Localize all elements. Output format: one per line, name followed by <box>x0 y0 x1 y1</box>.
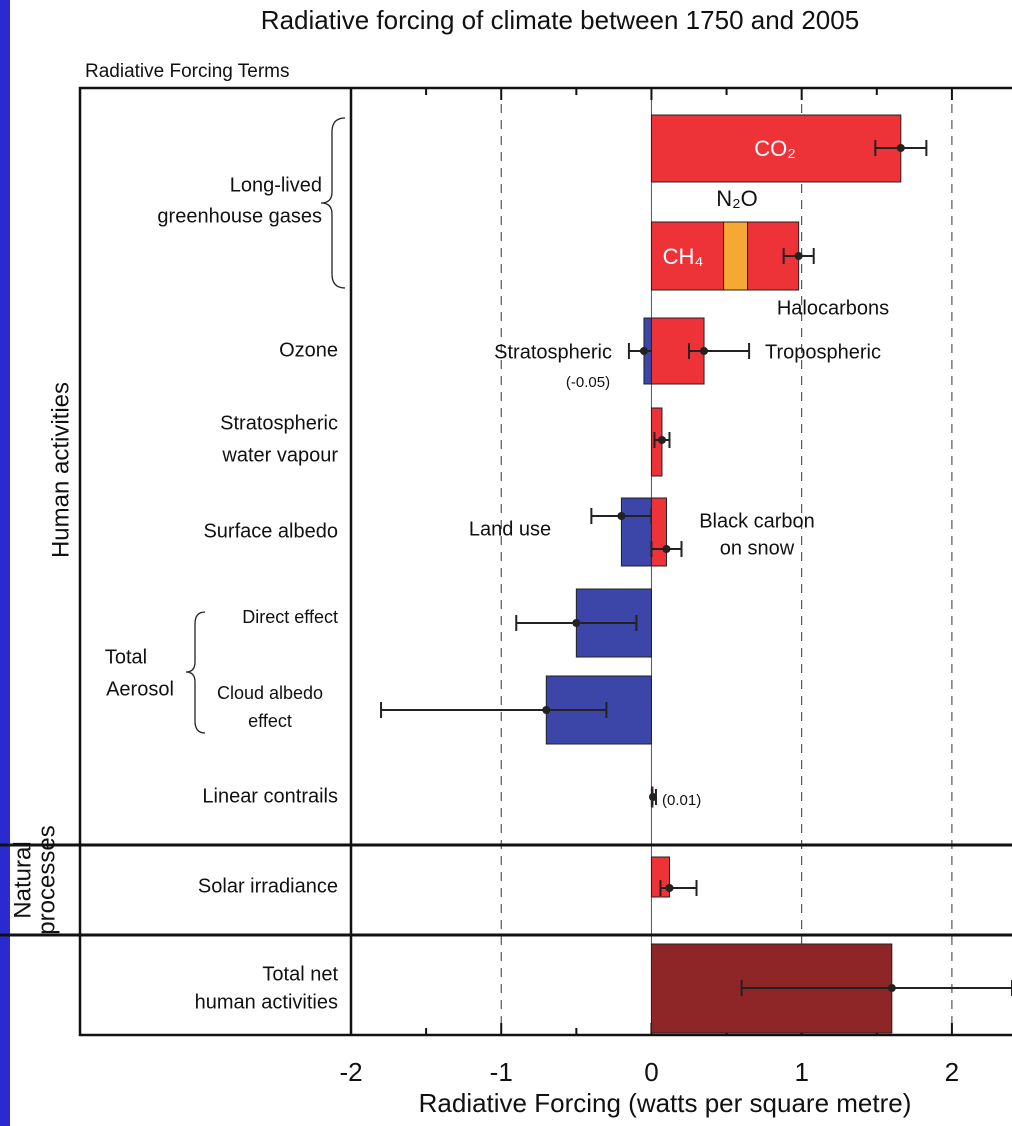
row-label: Total net <box>262 963 338 985</box>
x-axis-title: Radiative Forcing (watts per square metr… <box>419 1088 912 1118</box>
error-center <box>665 884 674 892</box>
panel <box>10 0 1012 1126</box>
x-tick-label: 2 <box>945 1057 959 1087</box>
row-label: Stratospheric <box>220 412 338 434</box>
bar-label: N₂O <box>716 186 758 211</box>
bar-label: Black carbon <box>699 510 815 532</box>
bar-label: CH₄ <box>663 244 704 269</box>
bar <box>650 497 667 567</box>
row-label: Solar irradiance <box>198 875 338 897</box>
row-label: water vapour <box>221 444 338 466</box>
brace-label: Aerosol <box>106 678 174 700</box>
row-label: Cloud albedo <box>217 683 323 703</box>
frame <box>78 86 1012 1037</box>
error-center <box>662 545 671 553</box>
x-tick-label: 1 <box>794 1057 808 1087</box>
row-label: Ozone <box>279 339 338 361</box>
bar <box>723 221 749 291</box>
brace <box>320 117 346 289</box>
bar <box>650 114 902 183</box>
x-tick-label: -2 <box>339 1057 362 1087</box>
bar-label: Stratospheric <box>494 341 612 363</box>
value-label: (0.01) <box>662 792 701 809</box>
bar-label: Land use <box>469 518 551 540</box>
x-tick-label: -1 <box>490 1057 513 1087</box>
row-label: Direct effect <box>242 607 338 627</box>
error-center <box>657 436 666 444</box>
bar-label: CO₂ <box>754 136 796 161</box>
group-label: Human activities <box>47 382 74 558</box>
chart-subtitle: Radiative Forcing Terms <box>85 61 290 82</box>
error-center <box>887 984 896 992</box>
error-center <box>572 619 581 627</box>
bar-label: Halocarbons <box>777 297 889 319</box>
x-tick-label: 0 <box>644 1057 658 1087</box>
error-center <box>617 512 626 520</box>
bar <box>650 221 725 291</box>
error-center <box>542 706 551 714</box>
value-label: (-0.05) <box>566 374 610 391</box>
bar-label: on snow <box>720 537 795 559</box>
row-label: effect <box>248 711 292 731</box>
chart-title: Radiative forcing of climate between 175… <box>261 5 859 35</box>
brace-label: Total <box>105 646 147 668</box>
brace-label: greenhouse gases <box>157 205 322 227</box>
error-center <box>794 252 803 260</box>
bar-label: Tropospheric <box>765 341 881 363</box>
brace-label: Long-lived <box>230 174 322 196</box>
group-label: Natural <box>9 841 36 918</box>
row-label: human activities <box>195 991 338 1013</box>
group-label: processes <box>33 825 60 934</box>
error-center <box>639 347 648 355</box>
error-center <box>700 347 709 355</box>
row-label: Linear contrails <box>202 785 338 807</box>
row-label: Surface albedo <box>203 520 338 542</box>
brace <box>185 611 206 734</box>
bar <box>620 497 652 567</box>
error-center <box>896 144 905 152</box>
error-center <box>648 793 657 801</box>
